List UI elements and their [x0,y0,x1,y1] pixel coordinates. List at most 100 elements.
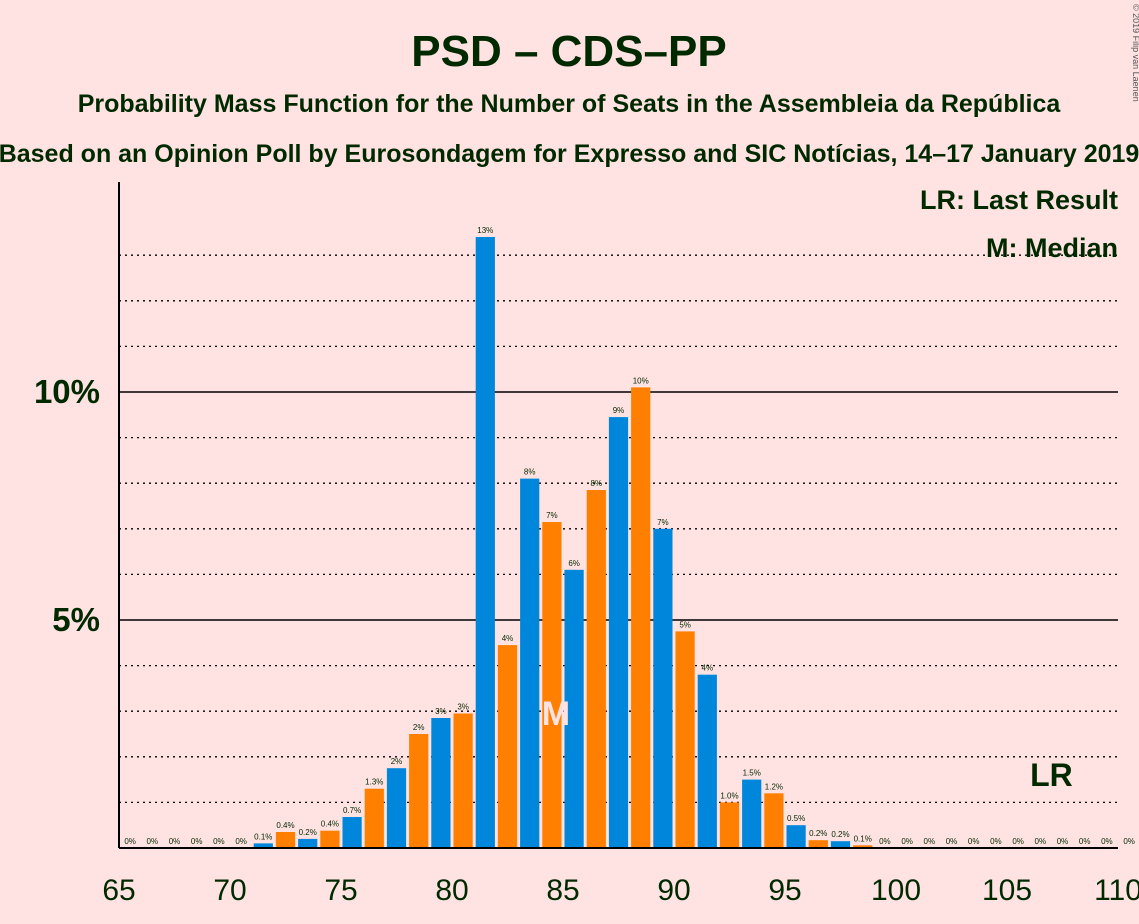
bar-label-83: 4% [502,634,514,643]
x-tick-label: 65 [102,874,135,907]
bar-98 [830,841,851,848]
x-tick-label: 90 [657,874,690,907]
bar-label-76: 0.7% [343,806,361,815]
bar-label-84: 8% [524,468,536,477]
x-tick-label: 70 [213,874,246,907]
bar-90 [653,528,673,848]
bar-97 [808,840,828,848]
bar-label-90: 7% [657,518,669,527]
bar-label-109: 0% [1079,837,1091,846]
axes [118,182,1118,849]
bar-label-77: 1.3% [365,778,383,787]
legend-last-result: LR: Last Result [920,185,1118,215]
bar-label-107: 0% [1035,837,1047,846]
bar-label-97: 0.2% [809,829,827,838]
bar-72 [253,843,273,848]
bar-label-68: 0% [169,837,181,846]
bar-label-89: 10% [633,376,649,385]
bar-94 [742,779,762,848]
bar-label-104: 0% [968,837,980,846]
bar-label-103: 0% [946,837,958,846]
bar-84 [520,478,540,848]
bar-label-102: 0% [924,837,936,846]
bar-78 [386,768,407,848]
bar-99 [853,845,873,848]
x-axis-ticks: 65 70 75 80 85 90 95 100 105 110 [102,874,1139,907]
bar-label-70: 0% [213,837,225,846]
bar-80 [431,718,451,848]
chart-subtitle: Probability Mass Function for the Number… [78,90,1062,118]
median-marker: M [542,695,570,733]
bar-label-111: 0% [1123,837,1135,846]
bar-label-96: 0.5% [787,814,805,823]
bar-83 [497,645,518,848]
bar-88 [608,417,629,848]
bar-label-87: 8% [591,479,603,488]
bar-label-106: 0% [1012,837,1024,846]
bar-91 [675,631,695,848]
bar-label-71: 0% [235,837,247,846]
bar-label-99: 0.1% [854,834,872,843]
bar-label-110: 0% [1101,837,1113,846]
bar-label-105: 0% [990,837,1002,846]
x-tick-label: 80 [435,874,468,907]
bar-label-82: 13% [477,226,493,235]
bars [253,237,873,848]
bar-76 [342,817,362,848]
y-tick-label: 5% [52,601,100,638]
bar-89 [631,387,651,848]
bar-label-94: 1.5% [743,769,761,778]
bar-label-75: 0.4% [321,820,339,829]
x-tick-label: 100 [871,874,921,907]
bar-75 [320,830,340,848]
bar-85 [542,522,562,848]
bar-label-92: 4% [702,664,714,673]
bar-label-80: 3% [435,707,447,716]
bar-label-93: 1.0% [720,791,738,800]
bar-79 [409,734,429,848]
bar-87 [586,490,606,848]
bar-82 [475,237,495,848]
bar-label-81: 3% [457,703,469,712]
y-axis-ticks: 5% 10% [34,373,100,638]
bar-label-67: 0% [147,837,159,846]
bar-label-85: 7% [546,511,558,520]
last-result-marker: LR [1030,757,1073,793]
bar-label-73: 0.4% [276,821,294,830]
x-tick-label: 75 [324,874,357,907]
bar-label-95: 1.2% [765,782,783,791]
bar-label-66: 0% [124,837,136,846]
bar-label-79: 2% [413,723,425,732]
bar-74 [298,838,318,848]
bar-label-108: 0% [1057,837,1069,846]
x-tick-label: 110 [1094,874,1139,907]
bar-96 [786,825,806,848]
copyright-text: © 2019 Filip van Laenen [1131,4,1139,102]
bar-labels: 0% 0% 0% 0% 0% 0% 0.1% 0.4% 0.2% 0.4% 0.7% 1.3% 2% 2%… [124,226,1135,846]
bar-label-98: 0.2% [831,830,849,839]
bar-label-69: 0% [191,837,203,846]
bar-label-74: 0.2% [299,828,317,837]
bar-label-78: 2% [391,757,403,766]
bar-95 [764,793,784,848]
bar-92 [697,674,717,848]
legend-median: M: Median [986,233,1118,263]
x-tick-label: 85 [546,874,579,907]
bar-73 [275,832,296,848]
chart-subtitle-2: Based on an Opinion Poll by Eurosondagem… [0,140,1139,168]
chart-title: PSD – CDS–PP [411,27,726,76]
bar-86 [564,569,584,848]
x-tick-label: 95 [768,874,801,907]
x-tick-label: 105 [982,874,1032,907]
bar-label-101: 0% [901,837,913,846]
bar-93 [719,802,740,848]
bar-label-100: 0% [879,837,891,846]
bar-label-72: 0.1% [254,832,272,841]
bar-81 [453,713,473,848]
bar-label-86: 6% [568,559,580,568]
y-tick-label: 10% [34,373,100,410]
bar-label-91: 5% [679,620,691,629]
bar-label-88: 9% [613,406,625,415]
bar-77 [364,788,384,848]
